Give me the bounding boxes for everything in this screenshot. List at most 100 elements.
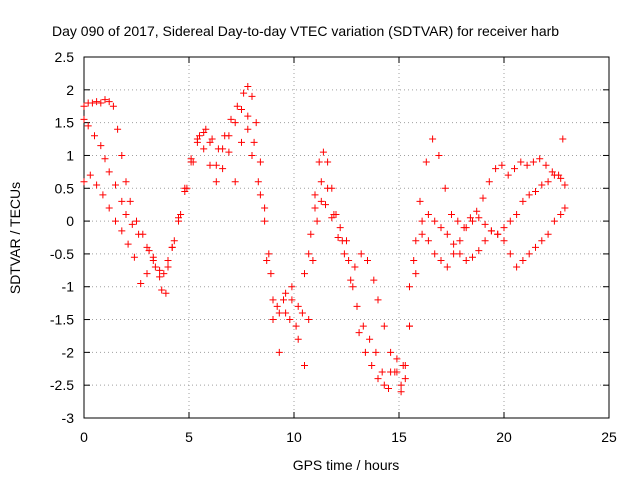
data-point	[345, 256, 353, 264]
data-point	[112, 181, 119, 189]
data-point	[378, 368, 386, 376]
data-point	[513, 211, 521, 219]
data-point	[225, 132, 233, 140]
data-point	[292, 322, 300, 330]
y-axis-label: SDTVAR / TECUs	[7, 182, 23, 294]
data-point	[492, 165, 500, 173]
data-point	[265, 250, 273, 258]
data-point	[158, 286, 166, 294]
data-point	[450, 240, 458, 248]
data-point	[559, 135, 567, 143]
data-point	[506, 217, 514, 225]
data-point	[91, 132, 98, 140]
data-point	[187, 155, 195, 163]
data-point	[93, 98, 101, 106]
x-axis-label: GPS time / hours	[293, 457, 400, 473]
data-point	[133, 217, 140, 225]
data-point	[269, 316, 277, 324]
data-point	[536, 155, 544, 163]
y-tick-label: 2.5	[55, 49, 75, 65]
data-point	[469, 253, 476, 261]
data-point	[487, 227, 495, 235]
data-point	[387, 368, 395, 376]
data-point	[256, 191, 264, 199]
data-point	[238, 138, 245, 146]
data-point	[317, 197, 325, 205]
data-point	[374, 296, 382, 304]
data-point	[84, 122, 92, 130]
data-point	[441, 184, 449, 192]
data-point	[517, 158, 525, 166]
data-point	[307, 230, 315, 238]
data-point	[313, 217, 321, 225]
data-point	[500, 237, 508, 245]
data-point	[479, 194, 487, 202]
data-point	[286, 316, 294, 324]
y-tick-label: -2.5	[50, 377, 74, 393]
data-point	[109, 102, 117, 110]
y-tick-label: 0	[66, 213, 74, 229]
data-point	[561, 181, 569, 189]
data-point	[372, 348, 380, 356]
data-point	[513, 263, 521, 271]
data-point	[481, 220, 489, 228]
data-point	[359, 322, 367, 330]
data-point	[525, 250, 533, 258]
data-point	[511, 165, 518, 173]
data-point	[164, 263, 172, 271]
data-point	[288, 296, 296, 304]
data-point	[227, 115, 235, 123]
data-point	[309, 256, 317, 264]
data-point	[557, 174, 565, 182]
data-point	[399, 361, 407, 369]
x-tick-label: 10	[286, 429, 302, 445]
data-point	[181, 184, 189, 192]
y-tick-label: -1	[62, 279, 75, 295]
data-point	[532, 243, 539, 251]
data-point	[412, 237, 420, 245]
data-point	[244, 112, 252, 120]
data-point	[519, 197, 527, 205]
data-point	[162, 289, 170, 297]
data-point	[506, 250, 514, 258]
data-point	[212, 161, 220, 169]
x-tick-label: 0	[80, 429, 88, 445]
data-point	[105, 168, 113, 176]
data-point	[112, 217, 119, 225]
x-tick-label: 5	[185, 429, 193, 445]
data-point	[233, 102, 241, 110]
x-axis-ticks: 0 5 10 15 20 25	[80, 57, 617, 445]
data-point	[374, 375, 382, 383]
data-point	[416, 197, 424, 205]
data-point	[80, 178, 88, 186]
data-point	[550, 217, 558, 225]
data-point	[437, 256, 445, 264]
data-point	[164, 256, 172, 264]
data-point	[324, 158, 332, 166]
data-point	[544, 230, 552, 238]
data-point	[397, 388, 405, 396]
data-point	[305, 250, 313, 258]
data-point	[248, 92, 256, 100]
data-point	[532, 188, 539, 196]
data-point	[475, 247, 483, 255]
data-point	[88, 99, 96, 107]
data-point	[448, 211, 455, 219]
data-point	[485, 178, 493, 186]
data-point	[351, 263, 359, 271]
y-tick-label: -1.5	[50, 312, 74, 328]
data-point	[343, 237, 350, 245]
data-point	[561, 204, 569, 212]
data-point	[305, 316, 313, 324]
data-point	[349, 283, 357, 291]
data-point	[97, 99, 105, 107]
data-point	[160, 270, 168, 278]
data-point	[544, 178, 552, 186]
data-point	[473, 207, 481, 215]
data-point	[311, 204, 319, 212]
x-tick-label: 20	[496, 429, 512, 445]
data-point	[435, 151, 443, 159]
data-point	[149, 253, 157, 261]
data-point	[557, 211, 565, 219]
data-point	[280, 296, 287, 304]
